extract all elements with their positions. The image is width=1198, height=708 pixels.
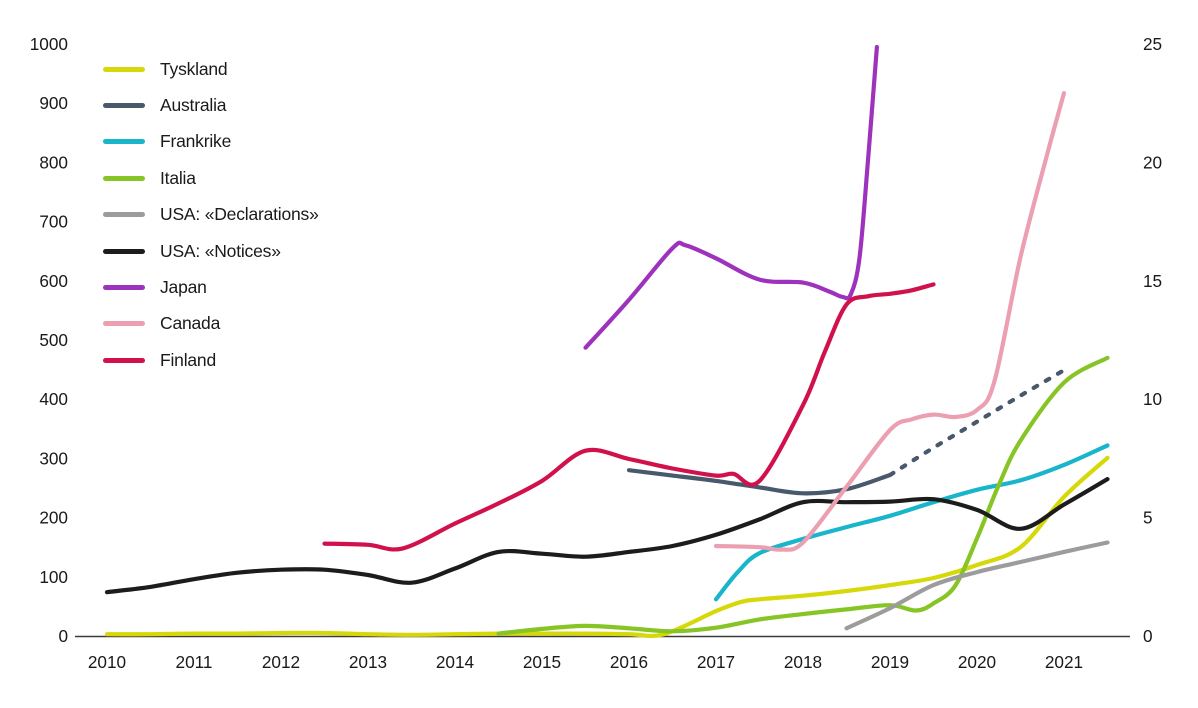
legend-item-australia: Australia xyxy=(103,87,319,123)
x-axis-tick: 2016 xyxy=(610,652,648,672)
legend-label-finland: Finland xyxy=(160,349,216,370)
x-axis-tick: 2012 xyxy=(262,652,300,672)
y-axis-left-tick: 600 xyxy=(39,271,68,291)
x-axis-tick: 2011 xyxy=(176,652,213,672)
series-line-japan xyxy=(583,44,879,350)
series-line-finland xyxy=(322,282,936,552)
x-axis-tick: 2018 xyxy=(784,652,822,672)
legend-swatch-usa-declarations xyxy=(103,212,145,218)
legend-label-japan: Japan xyxy=(160,277,207,298)
x-axis-tick: 2014 xyxy=(436,652,475,672)
series-line-canada xyxy=(713,91,1067,552)
y-axis-left-tick: 100 xyxy=(39,567,68,587)
series-line-usa-notices xyxy=(104,477,1110,595)
legend-item-usa-notices: USA: «Notices» xyxy=(103,233,319,269)
series-line-tyskland xyxy=(104,455,1110,638)
legend: Tyskland Australia Frankrike Italia USA: «De… xyxy=(103,51,319,379)
y-axis-right-tick: 20 xyxy=(1143,152,1162,172)
legend-swatch-usa-notices xyxy=(103,248,145,254)
legend-item-italia: Italia xyxy=(103,160,319,196)
y-axis-right-tick: 0 xyxy=(1143,626,1153,646)
legend-label-usa-declarations: USA: «Declarations» xyxy=(160,204,319,225)
y-axis-right-tick: 15 xyxy=(1143,271,1162,291)
legend-swatch-australia xyxy=(103,103,145,109)
x-axis-tick: 2013 xyxy=(349,652,387,672)
y-axis-right-tick: 5 xyxy=(1143,508,1153,528)
y-axis-left-tick: 1000 xyxy=(30,34,68,54)
series-line-australia-dashed xyxy=(887,368,1067,478)
legend-label-australia: Australia xyxy=(160,95,227,116)
y-axis-left-tick: 800 xyxy=(39,152,68,172)
legend-item-usa-declarations: USA: «Declarations» xyxy=(103,197,319,233)
legend-swatch-italia xyxy=(103,175,145,181)
series-line-italia xyxy=(496,355,1110,636)
y-axis-left-tick: 900 xyxy=(39,93,68,113)
legend-item-finland: Finland xyxy=(103,342,319,378)
legend-swatch-canada xyxy=(103,321,145,327)
x-axis-tick: 2021 xyxy=(1045,652,1083,672)
series-line-frankrike xyxy=(713,443,1110,602)
legend-label-frankrike: Frankrike xyxy=(160,131,232,152)
x-axis-tick: 2020 xyxy=(958,652,996,672)
y-axis-left-tick: 700 xyxy=(39,212,68,232)
legend-swatch-frankrike xyxy=(103,139,145,145)
legend-label-tyskland: Tyskland xyxy=(160,58,228,79)
legend-swatch-tyskland xyxy=(103,66,145,72)
x-axis-tick: 2019 xyxy=(871,652,909,672)
y-axis-left-tick: 200 xyxy=(39,508,68,528)
legend-item-frankrike: Frankrike xyxy=(103,124,319,160)
y-axis-left-tick: 300 xyxy=(39,448,68,468)
legend-label-italia: Italia xyxy=(160,167,196,188)
y-axis-left-tick: 0 xyxy=(58,626,68,646)
y-axis-left-tick: 400 xyxy=(39,389,68,409)
legend-swatch-japan xyxy=(103,285,145,291)
x-axis-tick: 2017 xyxy=(697,652,735,672)
x-axis-tick: 2015 xyxy=(523,652,561,672)
y-axis-right-tick: 25 xyxy=(1143,34,1162,54)
legend-item-tyskland: Tyskland xyxy=(103,51,319,87)
legend-label-canada: Canada xyxy=(160,313,221,334)
plot-area xyxy=(104,44,1110,638)
legend-item-canada: Canada xyxy=(103,306,319,342)
y-axis-left-tick: 500 xyxy=(39,330,68,350)
legend-item-japan: Japan xyxy=(103,269,319,305)
y-axis-right-tick: 10 xyxy=(1143,389,1162,409)
series-line-usa-declarations xyxy=(844,540,1110,631)
legend-swatch-finland xyxy=(103,357,145,363)
x-axis-tick: 2010 xyxy=(88,652,126,672)
legend-label-usa-notices: USA: «Notices» xyxy=(160,240,281,261)
